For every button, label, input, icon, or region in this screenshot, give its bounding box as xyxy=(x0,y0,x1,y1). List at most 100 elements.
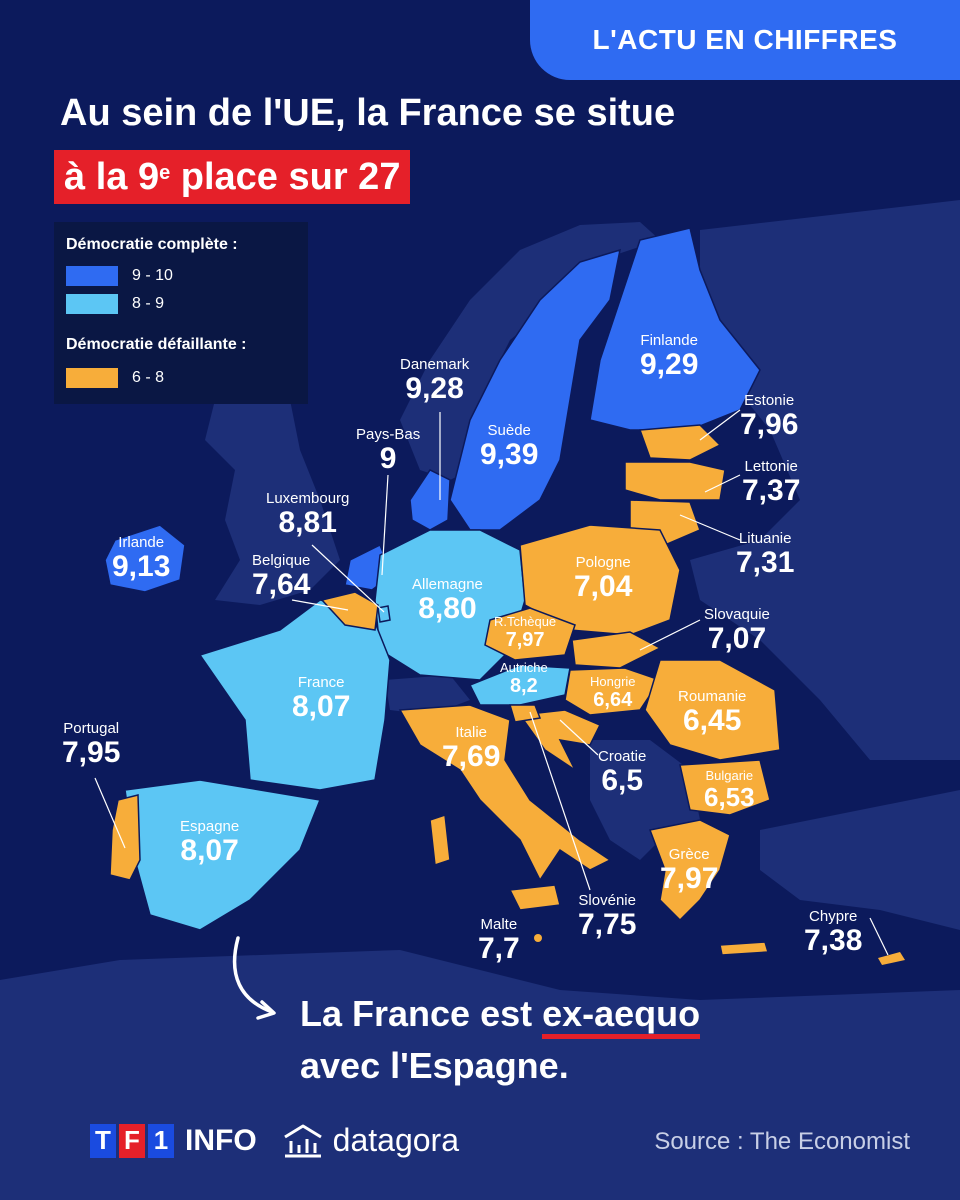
leader-belgique xyxy=(291,599,349,611)
label-malte: Malte 7,7 xyxy=(478,916,520,965)
tf1-letter-1: 1 xyxy=(148,1123,174,1158)
country-name: Slovénie xyxy=(578,892,636,909)
legend-swatch-8-9 xyxy=(66,294,118,314)
country-name: Allemagne xyxy=(412,576,483,593)
country-score: 7,95 xyxy=(62,736,121,769)
label-lituanie: Lituanie 7,31 xyxy=(736,530,794,579)
country-autriche xyxy=(468,664,571,706)
country-score: 7,97 xyxy=(660,862,719,895)
country-score: 7,31 xyxy=(736,546,795,579)
legend-label-9-10: 9 - 10 xyxy=(132,267,173,284)
uk-land xyxy=(205,380,340,605)
country-score: 7,7 xyxy=(478,932,520,965)
country-espagne xyxy=(124,779,322,931)
country-score: 9,28 xyxy=(405,372,464,405)
country-croatie xyxy=(518,709,602,773)
country-score: 6,53 xyxy=(704,782,755,812)
datagora-text: datagora xyxy=(332,1122,459,1158)
country-irlande xyxy=(104,524,186,593)
label-roumanie: Roumanie 6,45 xyxy=(678,688,746,737)
country-bulgarie xyxy=(679,759,771,816)
country-name: Croatie xyxy=(598,748,647,765)
label-portugal: Portugal 7,95 xyxy=(62,720,120,769)
country-name: Espagne xyxy=(180,818,240,835)
country-italie xyxy=(398,704,612,882)
country-score: 9,39 xyxy=(480,438,539,471)
datagora-logo: datagora xyxy=(281,1122,459,1159)
legend-item-6-8: 6 - 8 xyxy=(66,368,164,388)
country-france xyxy=(198,599,391,791)
arrow-head-icon xyxy=(256,1000,276,1020)
label-france: France 8,07 xyxy=(292,674,350,723)
title-rank-sup: e xyxy=(159,161,171,184)
conclusion-line2: avec l'Espagne. xyxy=(300,1045,569,1086)
country-name: Belgique xyxy=(252,552,311,569)
country-name: Irlande xyxy=(118,534,165,551)
label-slovaquie: Slovaquie 7,07 xyxy=(704,606,770,655)
leader-luxembourg xyxy=(311,544,385,613)
label-espagne: Espagne 8,07 xyxy=(180,818,239,867)
country-slovenie xyxy=(508,704,542,723)
leader-portugal xyxy=(94,777,126,849)
country-name: Danemark xyxy=(400,356,470,373)
label-bulgarie: Bulgarie 6,53 xyxy=(704,768,755,811)
country-belgique xyxy=(320,591,379,631)
country-score: 9 xyxy=(379,442,397,475)
tf1-letter-t: T xyxy=(90,1123,116,1158)
leader-pays-bas xyxy=(381,474,389,576)
label-lettonie: Lettonie 7,37 xyxy=(742,458,800,507)
country-name: Chypre xyxy=(809,908,858,925)
country-score: 8,2 xyxy=(509,675,538,697)
country-score: 7,69 xyxy=(442,740,501,773)
label-irlande: Irlande 9,13 xyxy=(112,534,170,583)
label-belgique: Belgique 7,64 xyxy=(252,552,310,601)
label-estonie: Estonie 7,96 xyxy=(740,392,798,441)
label-croatie: Croatie 6,5 xyxy=(598,748,646,797)
country-name: Hongrie xyxy=(590,674,636,689)
country-name: Luxembourg xyxy=(266,490,350,507)
country-hongrie xyxy=(564,667,662,716)
label-allemagne: Allemagne 8,80 xyxy=(412,576,483,625)
label-chypre: Chypre 7,38 xyxy=(804,908,862,957)
country-name: Portugal xyxy=(63,720,120,737)
country-score: 7,96 xyxy=(740,408,799,441)
country-score: 7,07 xyxy=(707,622,767,655)
turkey-land xyxy=(760,790,960,930)
legend-swatch-6-8 xyxy=(66,368,118,388)
country-score: 8,80 xyxy=(418,592,477,625)
country-name: Lituanie xyxy=(738,530,792,547)
country-score: 8,81 xyxy=(278,506,337,539)
conclusion-emphasis: ex-aequo xyxy=(542,993,701,1039)
label-autriche: Autriche 8,2 xyxy=(500,660,548,697)
country-name: Pays-Bas xyxy=(356,426,421,443)
country-name: Autriche xyxy=(500,660,548,675)
country-score: 7,04 xyxy=(574,570,633,603)
country-name: Lettonie xyxy=(744,458,798,475)
country-score: 9,13 xyxy=(112,550,171,583)
legend-complete-header: Démocratie complète : xyxy=(66,236,238,253)
country-score: 7,38 xyxy=(804,924,863,957)
legend-label-6-8: 6 - 8 xyxy=(132,369,165,386)
country-sardaigne xyxy=(429,813,451,867)
country-score: 7,64 xyxy=(252,568,311,601)
leader-lines xyxy=(94,409,889,956)
country-danemark xyxy=(409,469,451,531)
country-rtcheque xyxy=(484,607,576,661)
country-malte xyxy=(534,934,542,942)
country-name: Estonie xyxy=(744,392,795,409)
leader-croatie xyxy=(559,719,599,756)
legend-item-9-10: 9 - 10 xyxy=(66,266,173,286)
page-title: Au sein de l'UE, la France se situe xyxy=(60,92,676,134)
country-sicile xyxy=(508,884,561,911)
conclusion-text: La France est ex-aequo avec l'Espagne. xyxy=(300,988,701,1092)
leader-lituanie xyxy=(679,514,741,541)
country-score: 8,07 xyxy=(180,834,239,867)
section-badge: L'ACTU EN CHIFFRES xyxy=(530,0,960,80)
source-credit: Source : The Economist xyxy=(654,1128,910,1155)
country-score: 9,29 xyxy=(640,348,699,381)
country-name: France xyxy=(297,674,345,691)
title-rank-pre: à la 9 xyxy=(64,155,160,198)
label-slovenie: Slovénie 7,75 xyxy=(578,892,636,941)
